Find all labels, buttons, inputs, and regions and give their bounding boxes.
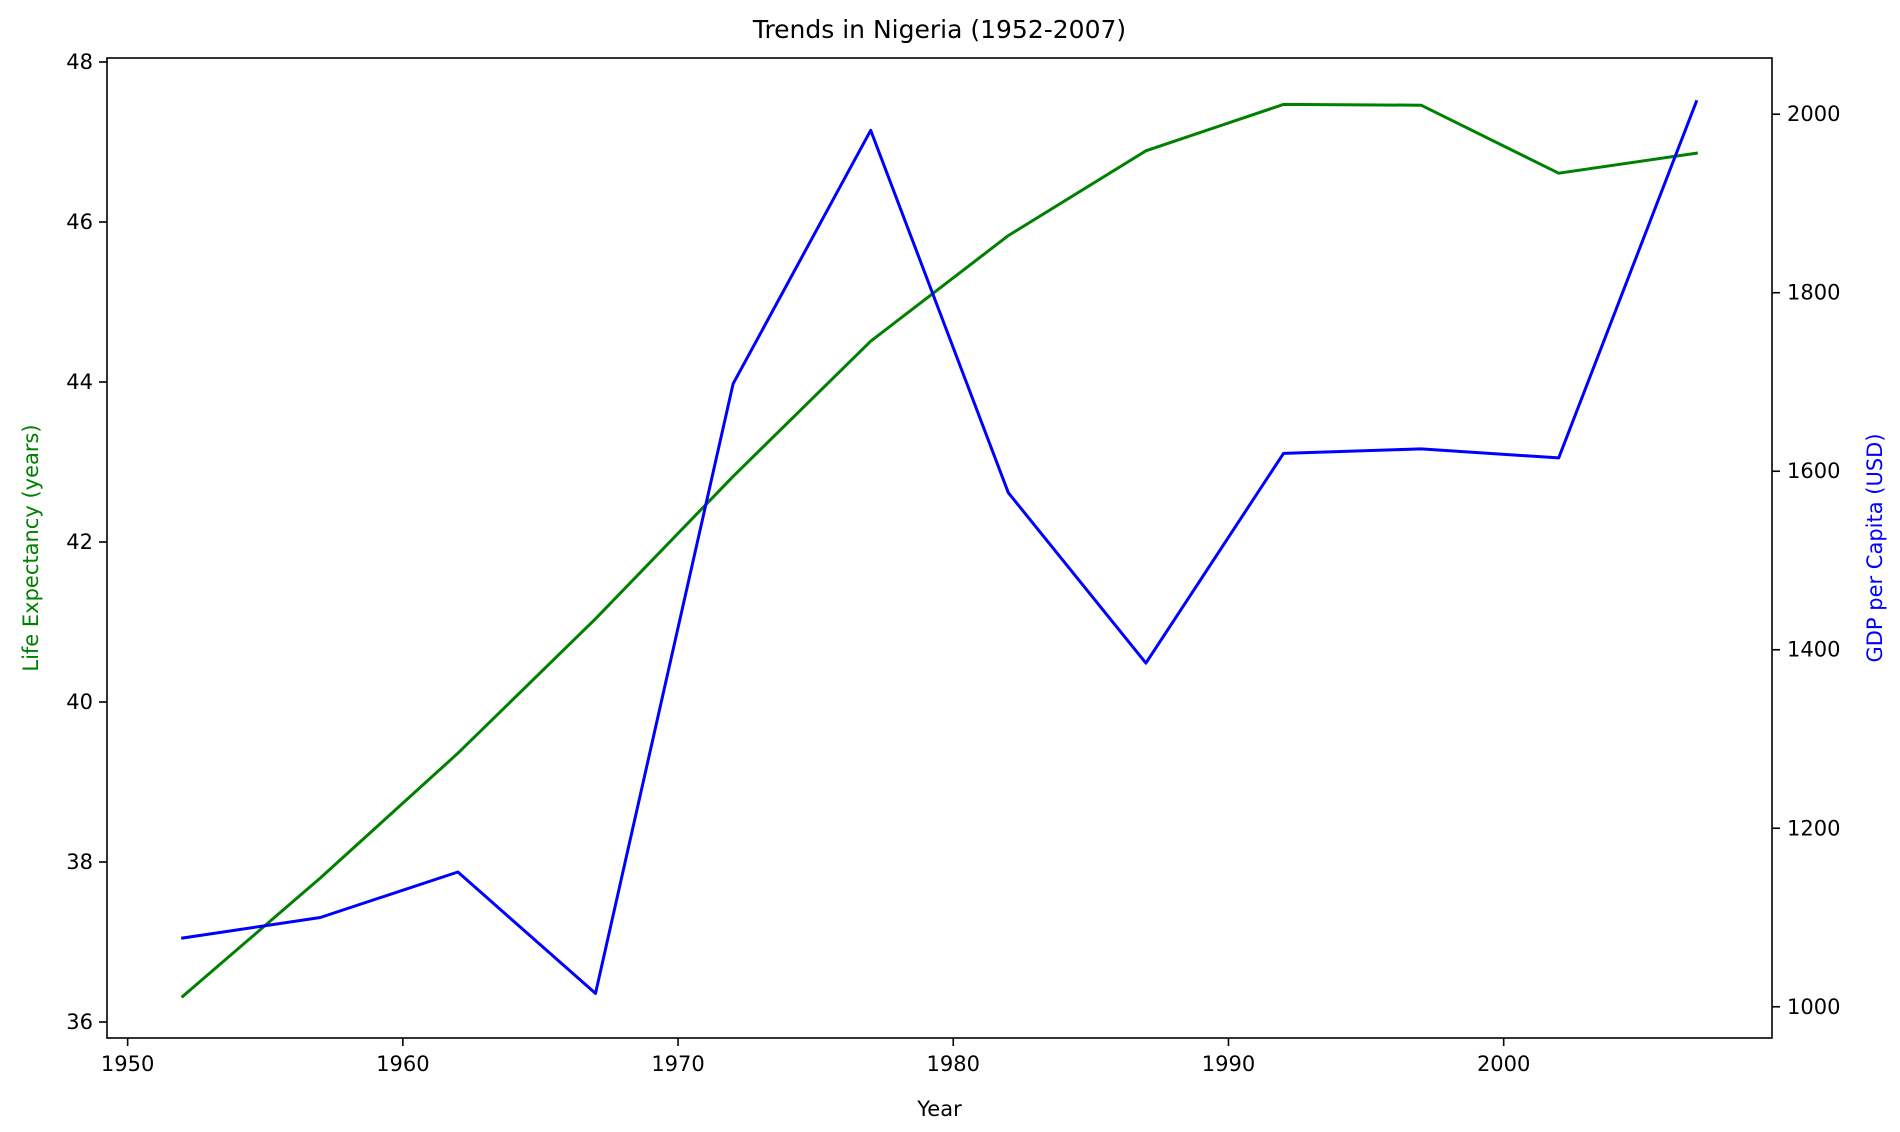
left-y-tick-label: 42 bbox=[66, 530, 93, 554]
left-y-tick-label: 44 bbox=[66, 370, 93, 394]
right-y-axis-title: GDP per Capita (USD) bbox=[1863, 433, 1887, 662]
series-line-right-axis bbox=[180, 99, 1699, 995]
right-y-tick-label: 1400 bbox=[1787, 638, 1840, 662]
left-y-tick-label: 38 bbox=[66, 850, 93, 874]
left-y-tick-label: 46 bbox=[66, 210, 93, 234]
x-tick-label: 1990 bbox=[1202, 1052, 1255, 1076]
series-line-left-axis bbox=[180, 102, 1699, 999]
left-y-tick-label: 36 bbox=[66, 1010, 93, 1034]
left-y-axis: 36 38 40 42 44 46 48 bbox=[66, 50, 107, 1034]
plot-frame bbox=[106, 57, 1773, 1039]
x-tick-label: 2000 bbox=[1477, 1052, 1530, 1076]
x-tick-label: 1970 bbox=[651, 1052, 704, 1076]
x-tick-label: 1960 bbox=[376, 1052, 429, 1076]
right-y-tick-label: 1600 bbox=[1787, 459, 1840, 483]
left-y-tick-label: 40 bbox=[66, 690, 93, 714]
left-y-axis-title: Life Expectancy (years) bbox=[19, 424, 43, 671]
chart-title: Trends in Nigeria (1952-2007) bbox=[752, 15, 1126, 44]
right-y-tick-label: 1800 bbox=[1787, 281, 1840, 305]
x-axis: 1950 1960 1970 1980 1990 2000 bbox=[101, 1038, 1530, 1076]
x-tick-label: 1950 bbox=[101, 1052, 154, 1076]
right-y-tick-label: 1000 bbox=[1787, 995, 1840, 1019]
right-y-tick-label: 1200 bbox=[1787, 816, 1840, 840]
right-y-tick-label: 2000 bbox=[1787, 102, 1840, 126]
x-tick-label: 1980 bbox=[927, 1052, 980, 1076]
plot-area bbox=[180, 99, 1699, 999]
x-axis-title: Year bbox=[916, 1097, 962, 1121]
right-y-axis: 1000 1200 1400 1600 1800 2000 bbox=[1772, 102, 1840, 1019]
left-y-tick-label: 48 bbox=[66, 50, 93, 74]
